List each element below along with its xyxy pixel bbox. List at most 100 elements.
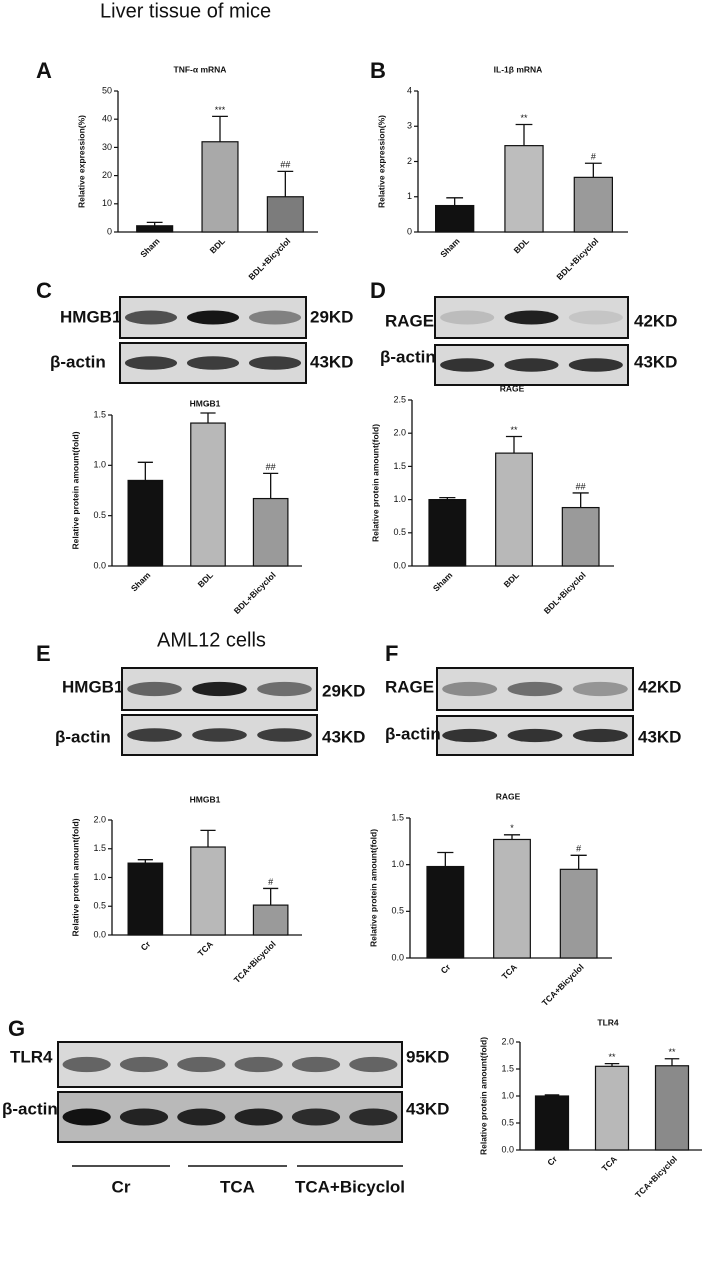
error-bar (544, 1094, 560, 1096)
x-tick-label: TCA (500, 962, 519, 981)
panel-letter: A (36, 58, 52, 83)
blot-frame (57, 1041, 403, 1088)
blot-band (291, 1108, 341, 1126)
blot-size: 29KD (322, 681, 365, 700)
bar (594, 1065, 630, 1151)
x-tick-label: TCA+Bicyclol (540, 962, 586, 1008)
error-bar (664, 1058, 680, 1066)
y-tick-label: 1.5 (501, 1063, 514, 1073)
y-tick-label: 0.5 (93, 510, 106, 520)
blot-protein: TLR4 (10, 1047, 53, 1066)
blot-band (119, 1108, 169, 1126)
y-tick-label: 0.5 (393, 527, 406, 537)
chart-title: HMGB1 (190, 398, 221, 408)
chart-title: TLR4 (597, 1017, 619, 1027)
significance: ** (520, 113, 528, 123)
x-tick-label: BDL (502, 570, 521, 589)
blot-band (177, 1056, 226, 1073)
error-bar (505, 435, 523, 454)
bar (493, 838, 531, 959)
error-bar (263, 472, 279, 499)
blot-size: 43KD (638, 727, 681, 746)
blot-frame (436, 667, 634, 711)
panel-letter: F (385, 641, 398, 666)
x-tick-label: BDL (208, 236, 227, 255)
y-tick-label: 0.0 (393, 560, 406, 570)
error-bar (212, 115, 228, 142)
y-tick-label: 0.5 (501, 1117, 514, 1127)
bar (190, 422, 226, 567)
section-header: Liver tissue of mice (100, 0, 271, 22)
error-bar (515, 123, 533, 146)
y-axis-label: Relative protein amount(fold) (70, 818, 80, 936)
y-tick-label: 0.0 (501, 1144, 514, 1154)
blot-size: 42KD (634, 311, 677, 330)
bar (190, 846, 226, 936)
y-tick-label: 20 (102, 170, 112, 180)
blot-band (186, 356, 240, 370)
error-bar (437, 851, 454, 867)
blot-protein: β-actin (380, 347, 436, 366)
y-tick-label: 1.5 (93, 409, 106, 419)
blot-protein: β-actin (2, 1099, 58, 1118)
panel-letter: G (8, 1016, 25, 1041)
blot-protein: RAGE (385, 677, 434, 696)
blot-size: 29KD (310, 307, 353, 326)
y-tick-label: 1.5 (393, 461, 406, 471)
blot-band (192, 728, 247, 742)
x-tick-label: Sham (438, 236, 462, 260)
y-tick-label: 40 (102, 114, 112, 124)
significance: ## (280, 160, 290, 170)
bar (534, 1095, 570, 1151)
y-tick-label: 1 (407, 191, 412, 201)
chart-title: TNF-α mRNA (174, 64, 227, 74)
error-bar (277, 170, 294, 197)
lane-label: TCA+Bicyclol (295, 1177, 405, 1196)
panel-letter: D (370, 278, 386, 303)
significance: * (510, 823, 514, 833)
x-tick-label: Cr (139, 938, 153, 952)
bar (504, 145, 544, 233)
blot-frame (57, 1091, 403, 1143)
bar (426, 865, 465, 959)
y-axis-label: Relative protein amount(fold) (478, 1037, 488, 1155)
blot-band (291, 1056, 341, 1073)
blot-size: 95KD (406, 1047, 449, 1066)
blot-band (507, 681, 563, 697)
x-tick-label: BDL (512, 236, 531, 255)
x-tick-label: BDL+Bicyclol (232, 570, 278, 616)
bar (252, 497, 289, 567)
blot-band (257, 681, 312, 697)
significance: ## (576, 481, 586, 491)
bar (201, 141, 239, 233)
y-tick-label: 1.0 (393, 494, 406, 504)
error-bar (200, 412, 216, 424)
blot-band (248, 310, 302, 325)
blot-band (119, 1056, 169, 1073)
chart-title: RAGE (500, 383, 525, 393)
blot-size: 43KD (406, 1099, 449, 1118)
x-tick-label: Cr (439, 961, 453, 975)
bar (573, 176, 613, 233)
y-tick-label: 0.0 (93, 929, 106, 939)
error-bar (503, 834, 521, 840)
panel-letter: C (36, 278, 52, 303)
blot-protein: β-actin (385, 724, 441, 743)
y-tick-label: 4 (407, 85, 412, 95)
y-tick-label: 0.5 (93, 901, 106, 911)
x-tick-label: Cr (545, 1153, 559, 1167)
bar (428, 499, 467, 567)
bar (127, 479, 164, 567)
error-bar (137, 859, 153, 864)
blot-band (568, 358, 623, 372)
error-bar (200, 829, 216, 848)
y-tick-label: 1.0 (93, 872, 106, 882)
blot-band (504, 358, 559, 372)
x-tick-label: Sham (129, 570, 153, 594)
x-tick-label: Sham (138, 236, 162, 260)
lane-label: TCA (220, 1177, 255, 1196)
x-tick-label: Sham (431, 570, 455, 594)
y-tick-label: 0 (107, 226, 112, 236)
blot-size: 43KD (322, 727, 365, 746)
